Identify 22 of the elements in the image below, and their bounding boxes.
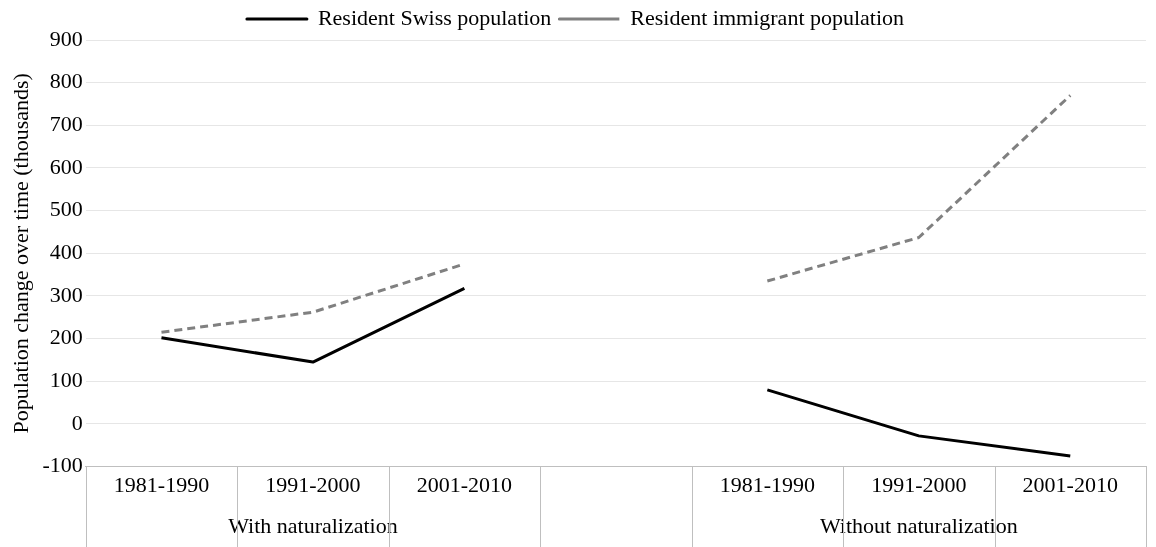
y-axis-title: Population change over time (thousands) xyxy=(7,73,33,434)
y-tick-label: 200 xyxy=(49,324,83,350)
y-tick-label: 900 xyxy=(49,25,83,51)
y-tick-label: 600 xyxy=(49,153,83,179)
y-tick-label: 800 xyxy=(49,68,83,94)
text: With naturalization xyxy=(228,512,398,538)
y-tick-label: 700 xyxy=(49,111,83,137)
y-tick-label: -100 xyxy=(42,452,83,478)
y-tick-label: 100 xyxy=(49,367,83,393)
y-tick-label: 0 xyxy=(71,409,83,435)
x-tick-label: 1991-2000 xyxy=(871,471,967,497)
x-tick-label: 1981-1990 xyxy=(113,471,210,497)
legend-label: Resident immigrant population xyxy=(630,4,905,30)
x-tick-label: 2001-2010 xyxy=(416,471,513,497)
x-tick-label: 1991-2000 xyxy=(265,471,361,497)
y-tick-label: 300 xyxy=(49,281,83,307)
y-tick-label: 500 xyxy=(49,196,83,222)
legend-label: Resident Swiss population xyxy=(317,4,552,30)
text: Without naturalization xyxy=(819,512,1018,538)
y-tick-label: 400 xyxy=(49,239,83,265)
x-tick-label: 1981-1990 xyxy=(719,471,815,497)
x-tick-label: 2001-2010 xyxy=(1022,471,1118,497)
